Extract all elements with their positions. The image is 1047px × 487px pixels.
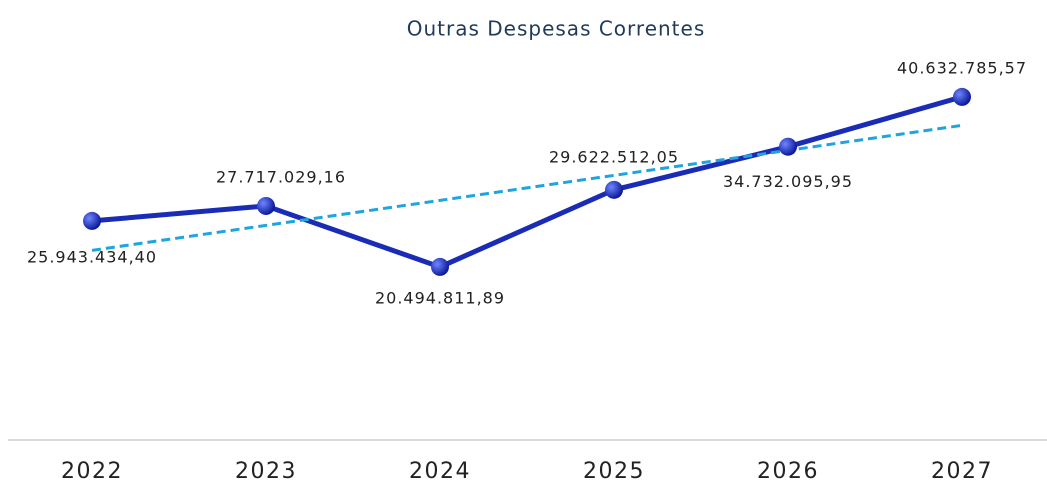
data-point [605, 180, 623, 199]
trend-line [91, 123, 963, 252]
data-label: 34.732.095,95 [723, 172, 853, 191]
x-tick-label: 2027 [931, 459, 993, 484]
data-label: 29.622.512,05 [549, 147, 679, 166]
line [91, 94, 963, 270]
data-label: 27.717.029,16 [216, 167, 346, 186]
x-tick-label: 2023 [235, 459, 297, 484]
data-point [779, 137, 797, 156]
x-tick-label: 2024 [409, 459, 471, 484]
data-point [953, 87, 971, 106]
data-point [83, 211, 101, 230]
x-tick-label: 2026 [757, 459, 819, 484]
x-tick-label: 2022 [61, 459, 123, 484]
data-label: 20.494.811,89 [375, 288, 505, 307]
x-tick-label: 2025 [583, 459, 645, 484]
chart-title: Outras Despesas Correntes [407, 17, 706, 41]
data-point [431, 257, 449, 276]
data-label: 25.943.434,40 [27, 247, 157, 266]
data-point [257, 196, 275, 215]
data-label: 40.632.785,57 [897, 58, 1027, 77]
